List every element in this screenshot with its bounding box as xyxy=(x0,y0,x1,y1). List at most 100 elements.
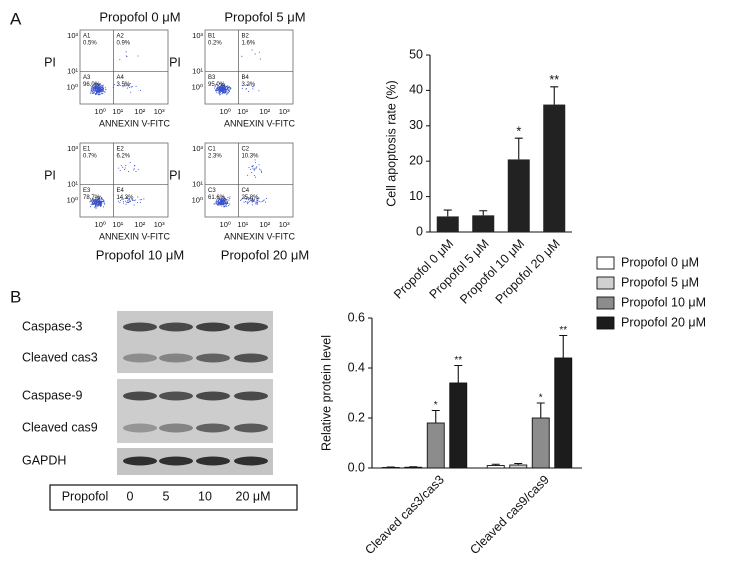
dot xyxy=(263,199,265,201)
dot xyxy=(99,93,101,95)
bar xyxy=(436,216,459,232)
dot xyxy=(91,88,93,90)
dot xyxy=(94,88,96,90)
dot xyxy=(126,87,129,89)
dot xyxy=(227,85,229,87)
y-tick-label: 10³ xyxy=(67,144,78,153)
dot xyxy=(98,204,100,206)
quadrant-value: 96.0% xyxy=(83,82,101,88)
dot xyxy=(226,90,228,92)
dot xyxy=(91,199,93,201)
dot xyxy=(94,84,96,87)
dot xyxy=(225,90,227,92)
dot xyxy=(98,197,100,199)
dot xyxy=(241,199,243,201)
dot xyxy=(220,199,222,202)
dot xyxy=(139,201,141,204)
quadrant-name: A2 xyxy=(116,34,124,40)
dot xyxy=(134,164,136,167)
blot-band xyxy=(234,456,268,466)
dot xyxy=(221,202,223,205)
dot xyxy=(227,196,229,199)
quadrant-name: B3 xyxy=(208,75,216,81)
dot xyxy=(98,87,100,89)
dot xyxy=(258,168,260,170)
dot xyxy=(96,85,98,87)
dot xyxy=(90,204,92,206)
dot xyxy=(93,200,95,202)
dot xyxy=(99,86,101,88)
dot xyxy=(97,204,99,207)
dot xyxy=(224,205,226,207)
dot xyxy=(128,86,130,88)
dot xyxy=(255,202,257,204)
blot-image xyxy=(117,379,273,443)
quadrant-name: E1 xyxy=(83,147,91,153)
significance: ** xyxy=(559,325,567,336)
dot xyxy=(228,90,230,92)
dot xyxy=(225,89,227,91)
dot xyxy=(128,171,130,173)
dot xyxy=(219,89,222,91)
dot xyxy=(92,198,94,200)
dot xyxy=(222,89,225,91)
dot xyxy=(217,199,219,202)
dot xyxy=(219,94,221,96)
dot xyxy=(256,200,259,202)
error-bar xyxy=(559,334,568,358)
x-tick-label: Propofol 20 μM xyxy=(493,237,563,307)
legend-label: Propofol 5 μM xyxy=(621,275,699,289)
dot xyxy=(124,82,126,84)
dot xyxy=(125,200,127,202)
blot-band xyxy=(196,353,230,363)
plot-title: Propofol 20 μM xyxy=(221,247,309,262)
x-tick-label: 10² xyxy=(259,220,270,229)
dot xyxy=(228,204,230,207)
dot xyxy=(256,166,258,168)
quadrant-name: E3 xyxy=(83,188,91,194)
dot xyxy=(102,84,104,86)
dot xyxy=(94,203,96,205)
dot xyxy=(139,199,141,201)
dot xyxy=(215,88,217,91)
dot xyxy=(218,88,220,90)
dot xyxy=(93,86,95,88)
y-tick-label: 10¹ xyxy=(192,66,203,75)
dot xyxy=(91,87,93,89)
dot xyxy=(90,92,92,95)
dot xyxy=(126,200,128,202)
y-tick-label: 0.6 xyxy=(348,310,365,324)
dot xyxy=(93,88,95,90)
dot xyxy=(96,83,98,85)
dot xyxy=(229,203,231,205)
blot-band xyxy=(123,423,157,433)
blot-band xyxy=(159,353,193,363)
dot xyxy=(221,85,223,87)
dot xyxy=(261,171,263,173)
dot xyxy=(98,84,100,86)
dot xyxy=(251,198,254,200)
dot xyxy=(123,85,126,87)
dot xyxy=(247,174,249,176)
y-tick-label: 10⁰ xyxy=(67,83,78,92)
dot xyxy=(97,205,99,207)
x-tick-label: 10⁰ xyxy=(95,107,106,116)
dot xyxy=(223,198,225,200)
dot xyxy=(219,202,221,204)
blot-row-label: Cleaved cas9 xyxy=(22,420,98,434)
dot xyxy=(95,88,97,90)
significance: * xyxy=(516,124,521,138)
bar xyxy=(486,465,505,469)
dot xyxy=(255,167,258,169)
dot xyxy=(91,85,93,87)
dot xyxy=(125,203,127,205)
dot xyxy=(258,90,260,92)
dot xyxy=(223,196,225,198)
dot xyxy=(258,164,260,166)
dot xyxy=(224,86,226,88)
dot xyxy=(213,203,215,205)
dot xyxy=(98,199,100,201)
blot-band xyxy=(159,322,193,332)
dot xyxy=(252,200,255,202)
dot xyxy=(90,86,92,88)
